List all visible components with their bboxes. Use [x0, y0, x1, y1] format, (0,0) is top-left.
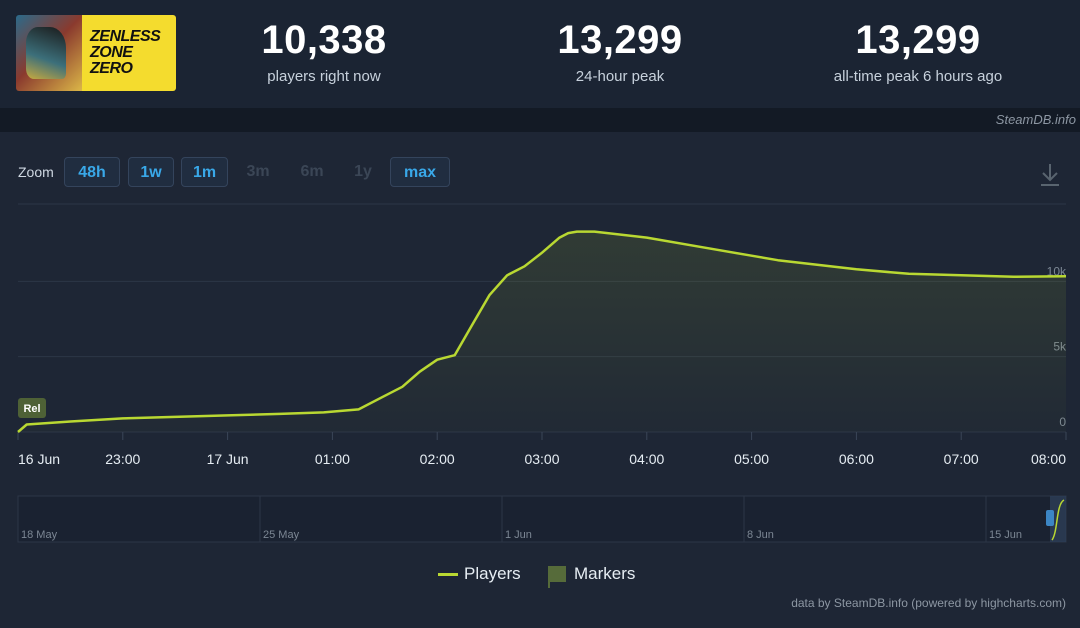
- x-tick-label: 08:00: [1031, 451, 1066, 467]
- zoom-1w-button[interactable]: 1w: [128, 157, 174, 187]
- navigator-handle[interactable]: [1046, 510, 1054, 526]
- zoom-1y-button: 1y: [354, 163, 372, 180]
- navigator-label: 15 Jun: [989, 529, 1022, 541]
- y-tick-label: 10k: [1047, 264, 1067, 278]
- download-icon[interactable]: [1038, 162, 1062, 188]
- x-tick-label: 07:00: [944, 451, 979, 467]
- zoom-3m-button: 3m: [246, 163, 270, 180]
- legend-label-markers: Markers: [574, 564, 636, 583]
- stats-header: ZENLESS ZONE ZERO 10,338 players right n…: [0, 0, 1080, 108]
- x-tick-label: 04:00: [629, 451, 664, 467]
- legend-item-players[interactable]: Players: [438, 564, 521, 584]
- x-tick-label: 16 Jun: [18, 451, 60, 467]
- x-tick-label: 23:00: [105, 451, 140, 467]
- steamdb-credit[interactable]: SteamDB.info: [995, 112, 1076, 127]
- navigator-selection[interactable]: [1050, 496, 1066, 542]
- stat-24h-peak: 13,299 24-hour peak: [490, 18, 750, 85]
- marker-label: Rel: [23, 403, 40, 415]
- navigator-track: [17, 495, 1067, 543]
- navigator-series: [1051, 499, 1065, 541]
- stat-label: all-time peak 6 hours ago: [833, 68, 1003, 85]
- stat-value: 13,299: [557, 18, 683, 62]
- chart-legend: Players Markers: [0, 564, 1080, 590]
- players-swatch: [438, 572, 458, 576]
- release-marker[interactable]: Rel: [18, 398, 46, 418]
- x-tick-label: 05:00: [734, 451, 769, 467]
- x-tick-label: 01:00: [315, 451, 350, 467]
- game-logo[interactable]: ZENLESS ZONE ZERO: [16, 15, 176, 91]
- zoom-6m-button: 6m: [300, 163, 324, 180]
- zoom-48h-button[interactable]: 48h: [64, 157, 120, 187]
- x-tick-label: 17 Jun: [207, 451, 249, 467]
- logo-character: [26, 27, 66, 79]
- flag-icon: [548, 566, 566, 588]
- x-tick-label: 02:00: [420, 451, 455, 467]
- zoom-label: Zoom: [18, 164, 54, 180]
- stat-current-players: 10,338 players right now: [194, 18, 454, 85]
- credit-band: SteamDB.info: [0, 108, 1080, 132]
- data-source[interactable]: data by SteamDB.info (powered by highcha…: [791, 596, 1066, 610]
- stat-value: 10,338: [261, 18, 387, 62]
- navigator-label: 1 Jun: [505, 529, 532, 541]
- stat-label: 24-hour peak: [575, 68, 665, 85]
- navigator-label: 25 May: [263, 529, 300, 541]
- players-line[interactable]: [17, 230, 1067, 433]
- stat-value: 13,299: [855, 18, 981, 62]
- stat-label: players right now: [267, 68, 381, 85]
- navigator-label: 18 May: [21, 529, 58, 541]
- players-area: [18, 231, 1066, 432]
- x-tick-label: 06:00: [839, 451, 874, 467]
- stat-all-time-peak: 13,299 all-time peak 6 hours ago: [788, 18, 1048, 85]
- range-navigator[interactable]: 18 May 25 May 1 Jun 8 Jun 15 Jun: [0, 492, 1080, 550]
- legend-item-markers[interactable]: Markers: [548, 564, 636, 588]
- legend-label-players: Players: [464, 564, 521, 583]
- zoom-max-button[interactable]: max: [390, 157, 450, 187]
- x-tick-label: 03:00: [524, 451, 559, 467]
- zoom-1m-button[interactable]: 1m: [181, 157, 228, 187]
- logo-title: ZENLESS ZONE ZERO: [82, 15, 176, 91]
- navigator-label: 8 Jun: [747, 529, 774, 541]
